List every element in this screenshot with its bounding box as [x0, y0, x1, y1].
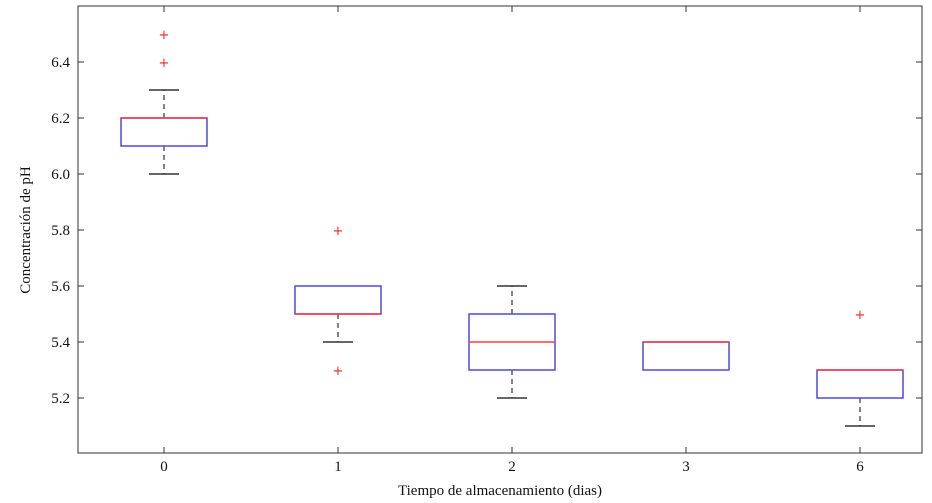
y-axis-label: Concentración de pH	[18, 166, 34, 294]
plot-frame	[77, 5, 923, 454]
x-axis-label: Tiempo de almacenamiento (dias)	[398, 483, 602, 499]
x-tick-label: 0	[160, 459, 168, 475]
x-tick-label: 1	[334, 459, 342, 475]
box-iqr	[642, 341, 730, 371]
box-3	[642, 341, 730, 371]
outlier-point: +	[159, 56, 170, 71]
outlier-point: +	[333, 364, 344, 379]
y-tick-label: 6.4	[51, 55, 70, 71]
outlier-point: +	[159, 28, 170, 43]
x-axis-ticks: 0 1 2 3 6	[160, 6, 864, 475]
box-0: ++	[120, 28, 208, 175]
box-iqr	[816, 369, 904, 399]
x-tick-label: 2	[508, 459, 516, 475]
y-tick-label: 6.0	[51, 167, 70, 183]
y-tick-label: 5.8	[51, 223, 70, 239]
y-tick-label: 5.6	[51, 279, 70, 295]
y-tick-label: 5.4	[51, 335, 70, 351]
y-tick-label: 5.2	[51, 391, 70, 407]
box-6: +	[816, 308, 904, 427]
box-iqr	[294, 285, 382, 315]
box-series: +++++	[120, 28, 904, 427]
plot-area	[77, 5, 923, 454]
y-axis-ticks: 5.2 5.4 5.6 5.8 6.0 6.2 6.4	[51, 55, 922, 407]
outlier-point: +	[855, 308, 866, 323]
box-1: ++	[294, 224, 382, 379]
outlier-point: +	[333, 224, 344, 239]
x-tick-label: 6	[856, 459, 864, 475]
box-2	[468, 285, 556, 399]
x-tick-label: 3	[682, 459, 690, 475]
box-iqr	[120, 117, 208, 147]
y-tick-label: 6.2	[51, 111, 70, 127]
